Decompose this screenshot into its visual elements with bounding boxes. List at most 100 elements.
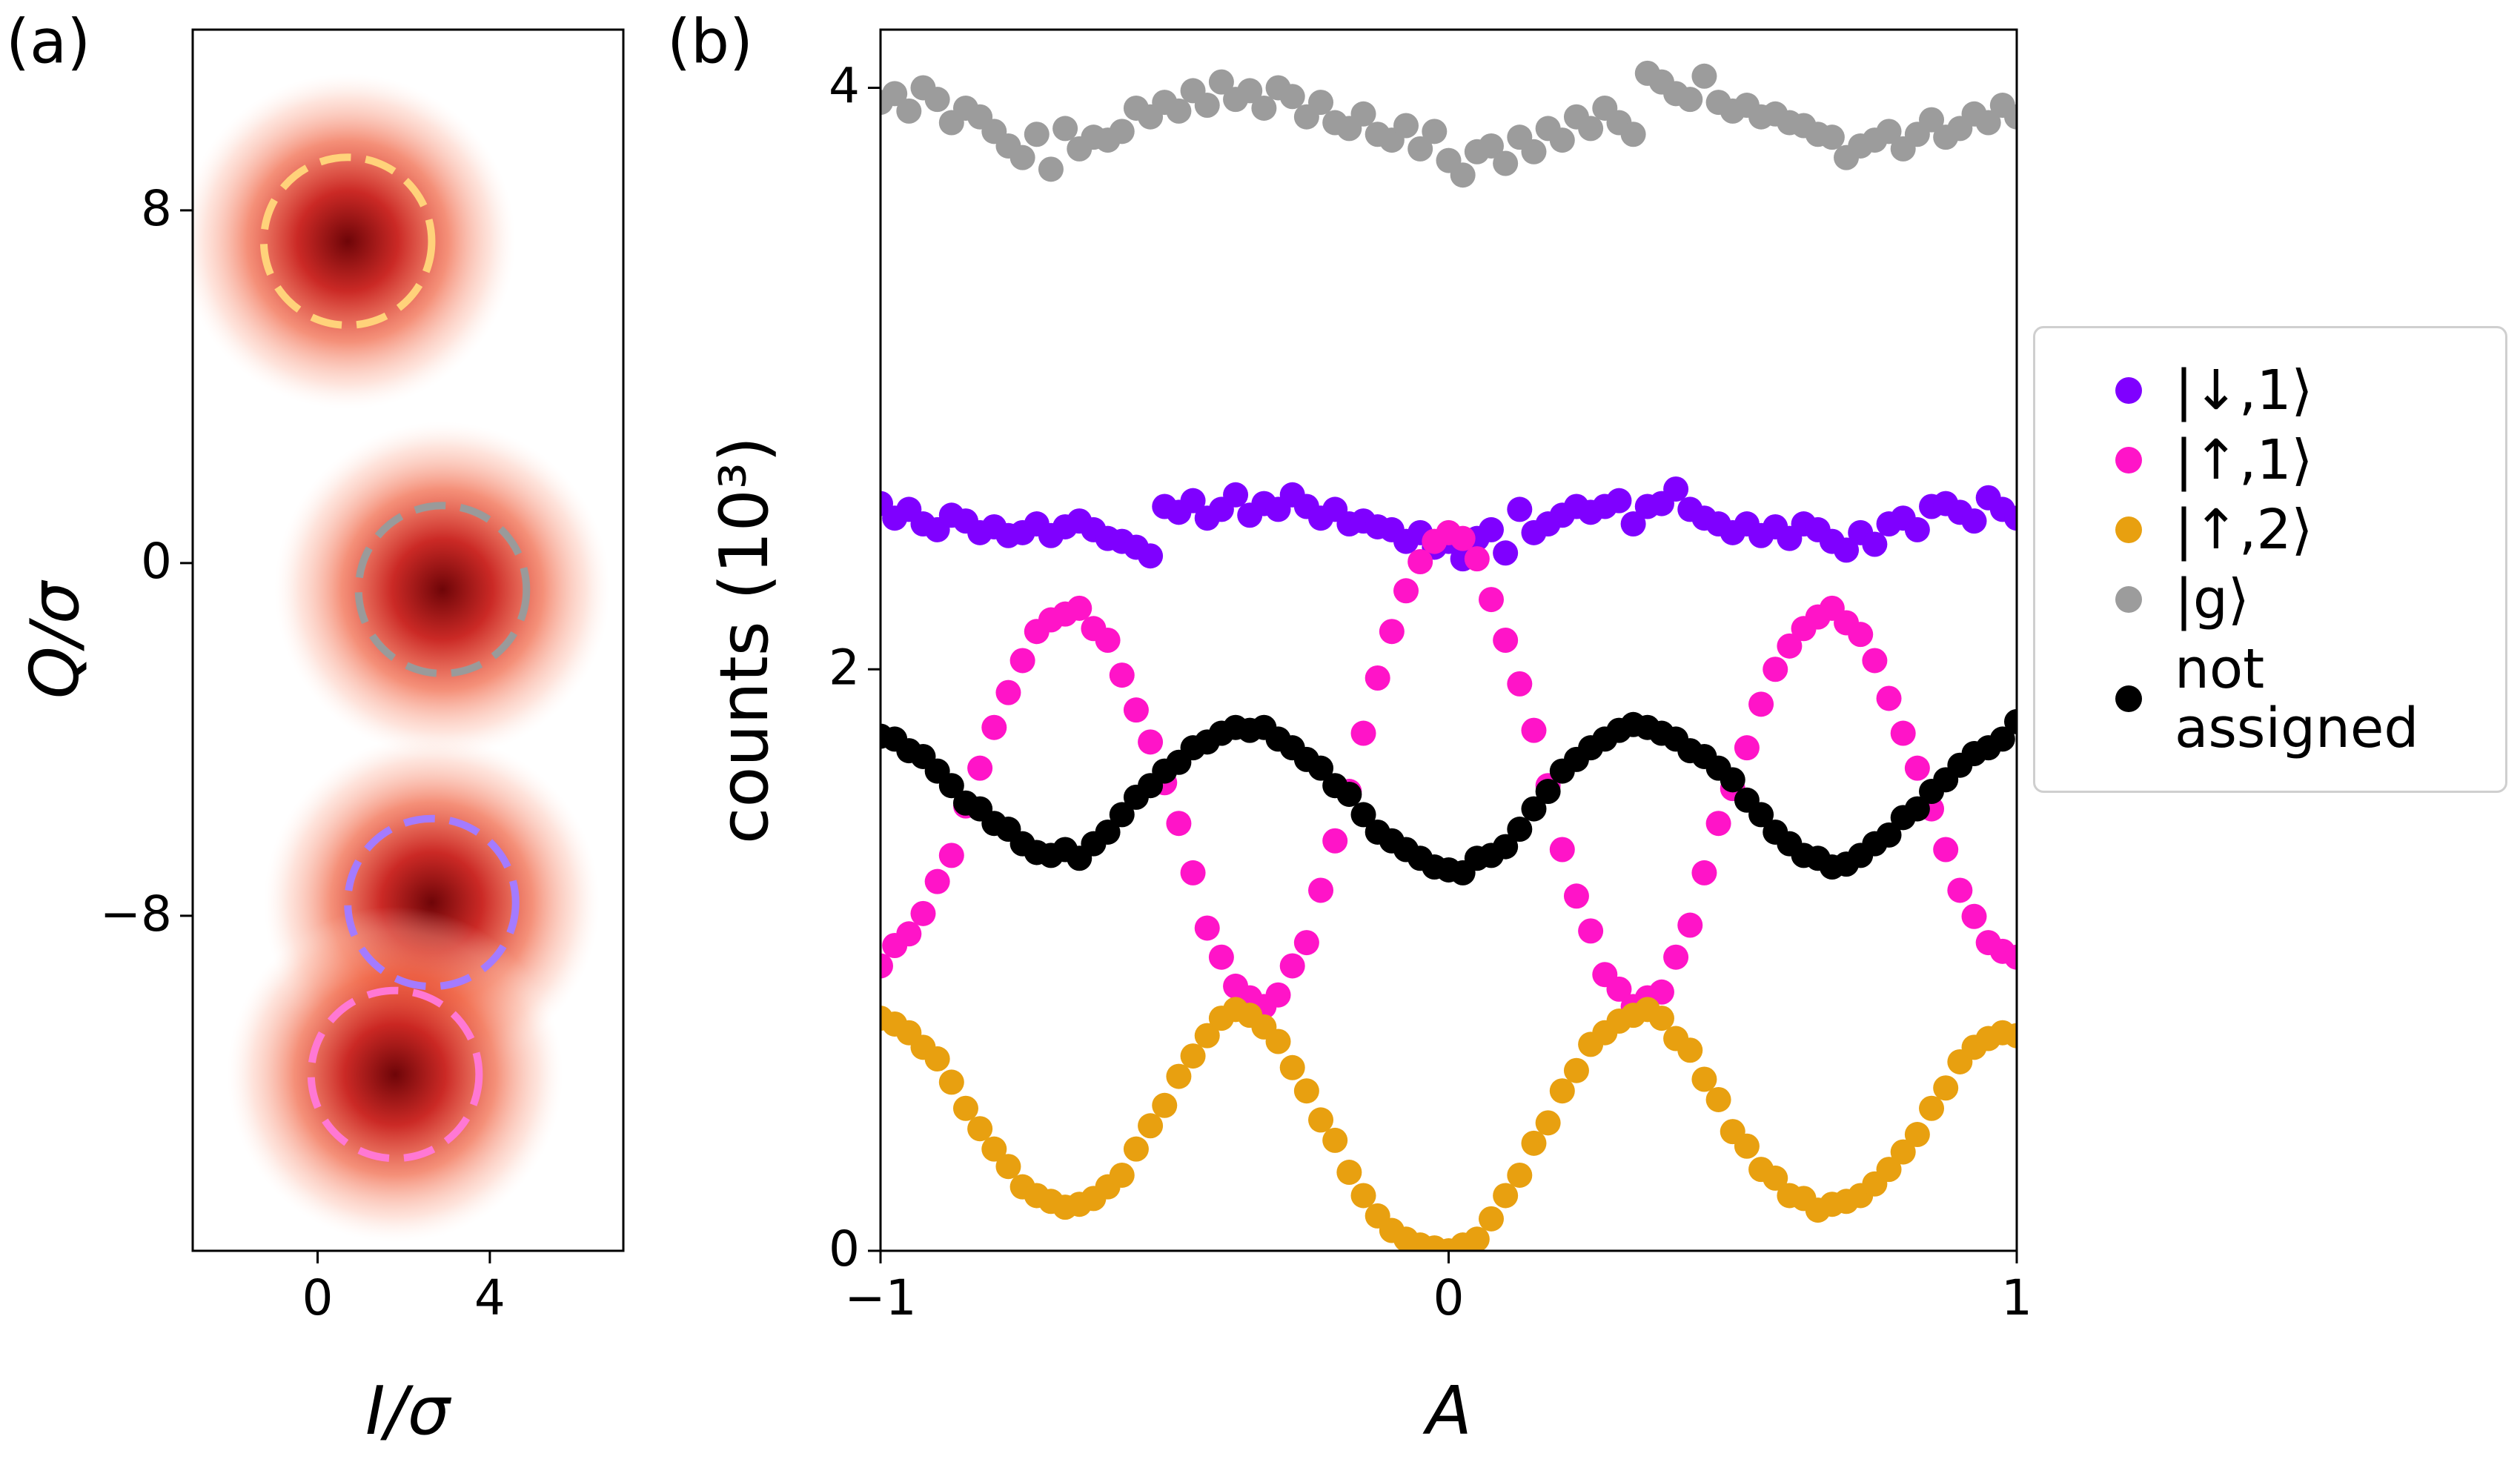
point (1407, 136, 1433, 162)
point (1407, 549, 1433, 575)
point (1109, 802, 1135, 828)
point (1194, 1023, 1220, 1049)
point (1350, 720, 1376, 746)
point (1848, 622, 1874, 648)
point (2004, 708, 2017, 734)
point (924, 868, 950, 894)
point (938, 773, 964, 799)
point (1521, 796, 1547, 822)
point (1109, 662, 1135, 688)
legend-marker (2115, 377, 2142, 404)
point (1507, 817, 1533, 843)
point (1095, 628, 1121, 653)
point (1819, 124, 1845, 150)
point (938, 1069, 964, 1095)
point (1777, 633, 1803, 659)
legend-marker (2115, 586, 2142, 613)
point (1265, 1029, 1291, 1054)
point (1919, 107, 1945, 133)
point (1308, 755, 1334, 781)
point (1989, 726, 2015, 752)
x-tick-label: 4 (474, 1269, 505, 1326)
point (1763, 1165, 1788, 1191)
point (1024, 122, 1050, 147)
axes-frame (879, 28, 2018, 1252)
point (1322, 1127, 1348, 1153)
point (1208, 944, 1234, 970)
legend-entry: |↓,1⟩ (2058, 361, 2490, 420)
point (1535, 1110, 1561, 1136)
panel-label: (b) (667, 7, 753, 77)
point (1507, 496, 1533, 522)
density-blob (227, 906, 563, 1243)
point (1862, 648, 1888, 674)
x-tick-label: 1 (2001, 1269, 2032, 1326)
point (1748, 691, 1774, 717)
point (1507, 671, 1533, 697)
point (1478, 133, 1504, 159)
point (1194, 93, 1220, 119)
point (1663, 476, 1689, 502)
point (910, 900, 936, 926)
region-circle (259, 153, 436, 329)
point (1350, 1183, 1376, 1209)
point (1422, 119, 1448, 144)
point (2004, 505, 2017, 531)
legend: |↓,1⟩ |↑,1⟩ |↑,2⟩ |g⟩ not assigned (2033, 326, 2507, 793)
point (1705, 1086, 1731, 1112)
point (1180, 860, 1206, 885)
point (1251, 95, 1277, 121)
point (1720, 767, 1745, 793)
legend-entry: |g⟩ (2058, 570, 2490, 629)
point (1166, 811, 1192, 837)
point (1109, 1162, 1135, 1188)
point (882, 81, 908, 107)
point (1279, 1054, 1305, 1080)
point (1620, 122, 1646, 147)
point (1563, 1057, 1589, 1083)
point (1904, 516, 1930, 542)
legend-entry: |↑,2⟩ (2058, 500, 2490, 559)
x-axis-label: A (1422, 1372, 1472, 1450)
point (967, 755, 993, 781)
point (1862, 531, 1888, 557)
point (1138, 729, 1164, 755)
y-tick-label: 8 (141, 180, 172, 237)
point (1521, 717, 1547, 743)
legend-label: |g⟩ (2175, 568, 2249, 631)
point (1493, 150, 1519, 176)
point (995, 679, 1021, 705)
point (981, 1136, 1007, 1162)
point (1067, 595, 1092, 621)
point (1535, 779, 1561, 805)
point (967, 1116, 993, 1142)
region-circle (307, 986, 483, 1163)
x-tick-label: −1 (844, 1269, 916, 1326)
point (1237, 78, 1263, 104)
point (1095, 819, 1121, 845)
point (1493, 628, 1519, 653)
point (1478, 516, 1504, 542)
point (1464, 1226, 1490, 1251)
point (1876, 685, 1902, 711)
density-blob (193, 73, 516, 410)
point (1350, 802, 1376, 828)
point (1478, 1206, 1504, 1232)
point (1677, 912, 1703, 938)
y-tick-label: 4 (829, 58, 860, 115)
point (1166, 98, 1192, 124)
point (1052, 116, 1078, 142)
x-axis-label: I/σ (365, 1372, 452, 1450)
point (1876, 822, 1902, 848)
point (1961, 903, 1987, 929)
point (1734, 1133, 1760, 1159)
point (1365, 665, 1390, 691)
point (1748, 802, 1774, 828)
point (1961, 508, 1987, 534)
point (1648, 979, 1674, 1005)
point (1464, 546, 1490, 572)
point (1919, 1095, 1945, 1121)
point (1152, 1092, 1178, 1118)
point (1308, 1107, 1334, 1133)
